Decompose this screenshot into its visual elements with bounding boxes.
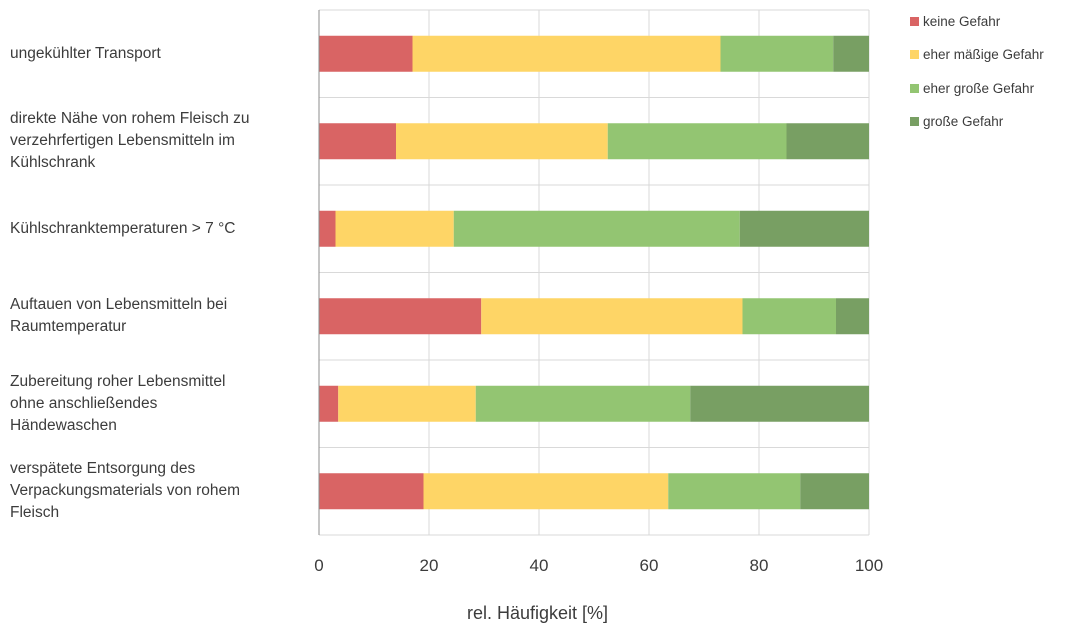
category-label: Auftauen von Lebensmitteln bei Raumtemper… [10,294,310,338]
x-axis-label: rel. Häufigkeit [%] [466,603,609,623]
bar-segment-0-2 [720,35,834,72]
legend-label: große Gefahr [923,114,1004,129]
legend-label: eher große Gefahr [923,80,1035,96]
bar-segment-3-3 [836,298,869,335]
bar-segment-2-0 [319,210,336,247]
category-label: Zubereitung roher Lebensmittel ohne ansch… [10,371,310,437]
category-label-line: Händewaschen [10,416,117,434]
bar-segment-0-1 [412,35,721,72]
legend: keine Gefahr eher mäßige Gefahr eher gro… [910,10,1044,144]
category-label: direkte Nähe von rohem Fleisch zu verzehr… [10,108,310,174]
bar-segment-3-0 [319,298,482,335]
bar-segment-5-2 [668,473,801,510]
bar-segment-4-0 [319,385,339,422]
legend-swatch [910,50,919,59]
category-label-line: Verpackungsmaterials von rohem [10,482,241,500]
bar-segment-4-1 [338,385,476,422]
category-label: Kühlschranktemperaturen > 7 °C [10,218,310,240]
bar-segment-3-2 [742,298,836,335]
x-tick-label: 40 [530,556,549,575]
legend-item-keine-gefahr: keine Gefahr [910,10,1044,32]
bar-segment-1-2 [607,123,787,160]
bar-segment-0-3 [833,35,869,72]
legend-item-eher-maessige-gefahr: eher mäßige Gefahr [910,44,1044,66]
category-label-line: Kühlschranktemperaturen > 7 °C [10,219,236,237]
bar-segment-5-0 [319,473,424,510]
legend-label: eher mäßige Gefahr [923,47,1044,62]
category-label-line: direkte Nähe von rohem Fleisch zu [10,110,250,128]
legend-item-grosse-gefahr: große Gefahr [910,111,1044,133]
category-label-line: Fleisch [10,504,60,522]
legend-swatch [910,16,919,26]
x-tick-label: 80 [750,556,769,575]
grid-lines [319,9,870,536]
bar-segment-2-2 [453,210,740,247]
bar-segment-4-2 [475,385,691,422]
legend-label: keine Gefahr [923,13,1001,29]
x-tick-label: 100 [855,556,883,575]
bar-segment-2-1 [335,210,454,247]
x-tick-labels: 0 20 40 60 80 100 [314,556,883,575]
bar-segment-5-1 [423,473,669,510]
category-label: verspätete Entsorgung des Verpackungsmate… [10,458,310,524]
category-label-line: verspätete Entsorgung des [10,460,196,478]
category-label-line: Zubereitung roher Lebensmittel [10,372,226,390]
bar-segment-3-1 [481,298,743,335]
bar-segment-0-0 [319,35,413,72]
bar-segment-4-3 [690,385,869,422]
bar-segment-1-1 [396,123,608,160]
bar-segment-1-0 [319,123,396,160]
category-label-line: Auftauen von Lebensmitteln bei [10,296,228,314]
category-label-line: ohne anschließendes [10,394,158,412]
x-tick-label: 0 [314,556,323,575]
category-label: ungekühlter Transport [10,43,310,65]
legend-item-eher-grosse-gefahr: eher große Gefahr [910,77,1044,99]
category-label-line: ungekühlter Transport [10,44,161,62]
x-tick-label: 60 [640,556,659,575]
bars [319,35,869,510]
legend-swatch [910,83,919,93]
legend-swatch [910,117,919,126]
bar-segment-5-3 [800,473,869,510]
x-tick-label: 20 [420,556,439,575]
category-label-line: verzehrfertigen Lebensmitteln im [10,132,235,150]
bar-segment-1-3 [786,123,869,160]
category-label-line: Kühlschrank [10,154,96,172]
bar-segment-2-3 [739,210,869,247]
category-label-line: Raumtemperatur [10,318,127,336]
